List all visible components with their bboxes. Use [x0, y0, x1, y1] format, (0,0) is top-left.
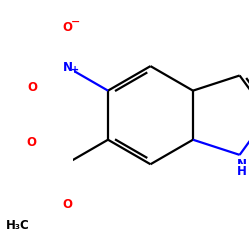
- Text: O: O: [62, 20, 72, 34]
- Text: O: O: [62, 198, 72, 211]
- Text: +: +: [71, 66, 79, 76]
- Text: −: −: [71, 17, 80, 27]
- Text: H₃C: H₃C: [6, 219, 30, 232]
- Text: N: N: [236, 158, 246, 171]
- Text: O: O: [28, 81, 38, 94]
- Text: O: O: [26, 136, 36, 149]
- Text: N: N: [62, 61, 72, 74]
- Text: H: H: [236, 165, 246, 178]
